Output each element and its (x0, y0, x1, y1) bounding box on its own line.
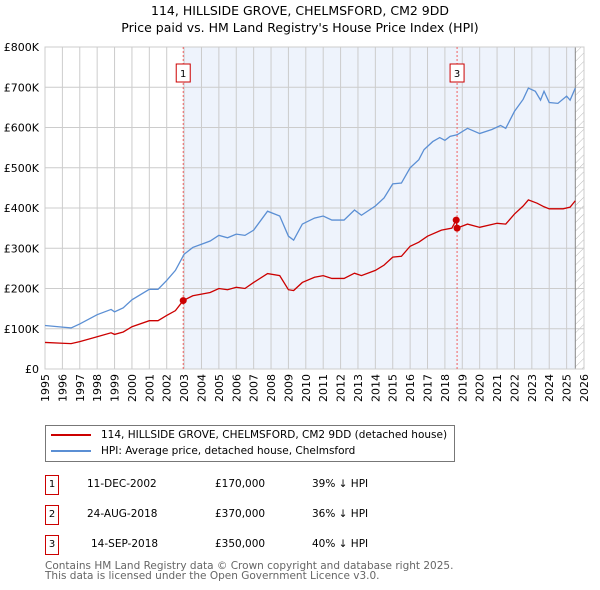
transaction-number: 1 (45, 475, 59, 495)
transaction-price: £170,000 (215, 478, 266, 490)
transaction-hpi: 39% ↓ HPI (312, 478, 369, 490)
transaction-price: £350,000 (215, 538, 266, 550)
x-tick-label: 1997 (74, 374, 87, 402)
sale-point (179, 297, 187, 305)
x-tick-label: 2009 (282, 374, 295, 402)
series-line (44, 199, 576, 345)
sale-label: 3 (454, 69, 460, 80)
transaction-row: 2 24-AUG-2018 £370,000 36% ↓ HPI (45, 505, 465, 525)
x-tick-label: 2012 (335, 374, 348, 402)
x-tick-label: 2015 (387, 374, 400, 402)
x-tick-label: 2004 (195, 374, 208, 402)
x-tick-label: 2006 (230, 374, 243, 402)
series-line (44, 87, 576, 329)
transaction-hpi: 36% ↓ HPI (312, 508, 369, 520)
footer: Contains HM Land Registry data © Crown c… (45, 560, 454, 582)
y-tick-label: £0 (25, 363, 39, 376)
y-tick-label: £500K (4, 162, 40, 175)
x-tick-label: 2008 (265, 374, 278, 402)
x-tick-label: 2014 (369, 374, 382, 402)
transaction-row: 1 11-DEC-2002 £170,000 39% ↓ HPI (45, 475, 465, 495)
y-tick-label: £700K (4, 81, 40, 94)
transaction-date: 11-DEC-2002 (87, 478, 157, 490)
x-tick-label: 2026 (578, 374, 591, 402)
transaction-number: 3 (45, 535, 59, 555)
legend: 114, HILLSIDE GROVE, CHELMSFORD, CM2 9DD… (45, 425, 455, 462)
plot-border (44, 46, 585, 370)
x-tick-label: 2020 (474, 374, 487, 402)
y-tick-label: £200K (4, 283, 40, 296)
sale-label-box (175, 63, 191, 83)
legend-blue-label: HPI: Average price, detached house, Chel… (101, 445, 356, 457)
x-tick-label: 2016 (404, 374, 417, 402)
x-tick-label: 1995 (39, 374, 52, 402)
x-tick-label: 2005 (213, 374, 226, 402)
x-tick-label: 2000 (126, 374, 139, 402)
x-tick-label: 2001 (143, 374, 156, 402)
chart-subtitle: Price paid vs. HM Land Registry's House … (121, 20, 479, 35)
legend-red-label: 114, HILLSIDE GROVE, CHELMSFORD, CM2 9DD… (101, 429, 448, 441)
sale-label-box (449, 63, 465, 83)
x-tick-label: 2023 (526, 374, 539, 402)
sale-label: 1 (180, 69, 186, 80)
x-tick-label: 2017 (422, 374, 435, 402)
x-tick-label: 1998 (91, 374, 104, 402)
x-tick-label: 2018 (439, 374, 452, 402)
legend-red-swatch (51, 434, 91, 436)
x-tick-label: 2013 (352, 374, 365, 402)
x-tick-label: 2002 (161, 374, 174, 402)
footer-line1: Contains HM Land Registry data © Crown c… (45, 560, 454, 572)
x-tick-label: 2010 (300, 374, 313, 402)
transaction-date: 14-SEP-2018 (91, 538, 159, 550)
transaction-price: £370,000 (215, 508, 266, 520)
transaction-number: 2 (45, 505, 59, 525)
x-tick-label: 2007 (248, 374, 261, 402)
x-tick-label: 2003 (178, 374, 191, 402)
chart-title: 114, HILLSIDE GROVE, CHELMSFORD, CM2 9DD (151, 3, 449, 18)
y-tick-label: £400K (4, 202, 40, 215)
transaction-hpi: 40% ↓ HPI (312, 538, 369, 550)
legend-blue-swatch (51, 450, 91, 452)
transaction-row: 3 14-SEP-2018 £350,000 40% ↓ HPI (45, 535, 465, 555)
transaction-date: 24-AUG-2018 (87, 508, 158, 520)
x-tick-label: 2022 (508, 374, 521, 402)
x-tick-label: 2011 (317, 374, 330, 402)
x-tick-label: 1996 (56, 374, 69, 402)
x-tick-label: 2021 (491, 374, 504, 402)
footer-line2: This data is licensed under the Open Gov… (45, 570, 380, 582)
y-tick-label: £300K (4, 242, 40, 255)
y-tick-label: £800K (4, 41, 40, 54)
sale-point (453, 224, 461, 232)
price-chart: 1995 1996 1997 1998 1999 2000 2001 2002 2003 2004… (4, 41, 591, 402)
x-tick-label: 1999 (109, 374, 122, 402)
sale-point (452, 216, 460, 224)
y-tick-label: £100K (4, 323, 40, 336)
x-tick-label: 2025 (561, 374, 574, 402)
x-tick-label: 2024 (543, 374, 556, 402)
y-tick-label: £600K (4, 122, 40, 135)
x-tick-label: 2019 (456, 374, 469, 402)
